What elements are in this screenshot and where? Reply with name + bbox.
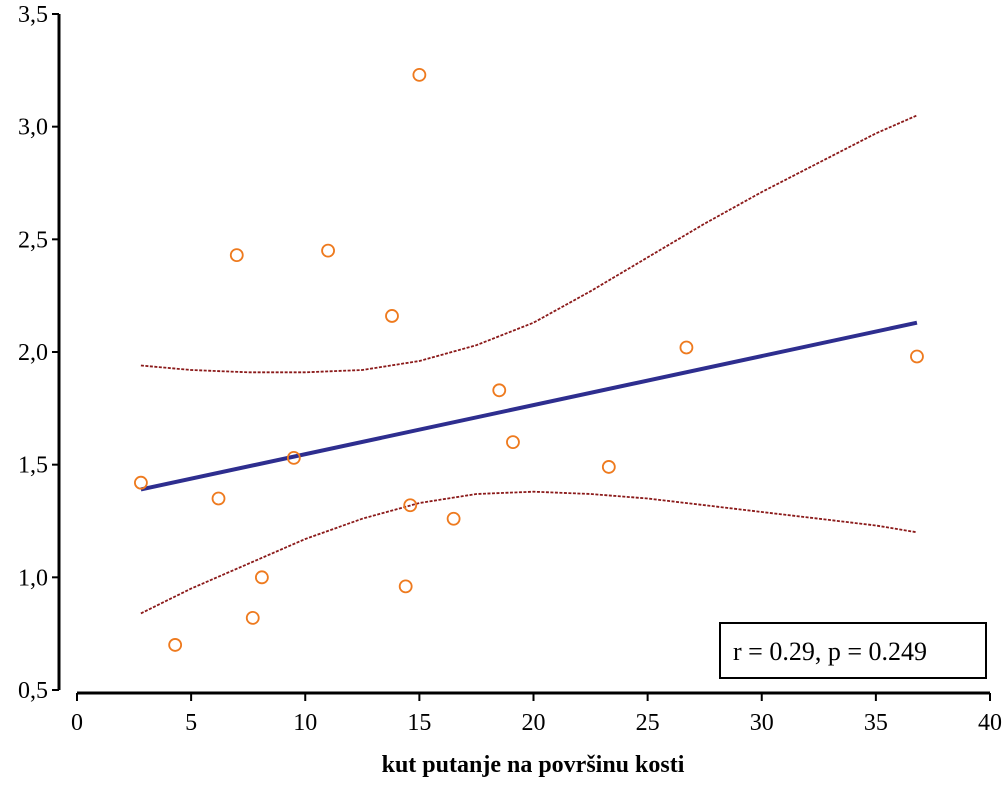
y-tick-label: 3,0 — [18, 115, 48, 141]
data-point — [910, 349, 924, 364]
data-point — [492, 383, 507, 398]
data-point — [321, 243, 335, 258]
data-point — [168, 638, 183, 652]
x-tick-label: 0 — [71, 710, 83, 736]
x-tick-label: 35 — [864, 710, 888, 736]
x-tick-label: 30 — [750, 710, 774, 736]
x-tick-label: 25 — [636, 710, 660, 736]
data-point — [506, 435, 520, 450]
data-point — [412, 67, 427, 82]
ci-lower-line — [140, 490, 918, 615]
axes: 0,5 1,0 1,5 2,0 2,5 3,0 3,5 0 5 10 15 20 25 30 35 40 — [18, 2, 1002, 736]
data-point — [403, 498, 418, 513]
data-point — [398, 579, 413, 594]
data-point — [229, 248, 244, 263]
data-point — [245, 610, 260, 625]
data-point — [254, 570, 269, 585]
y-tick-label: 0,5 — [18, 678, 48, 704]
y-tick-label: 2,0 — [18, 340, 48, 366]
y-tick-label: 2,5 — [18, 227, 48, 253]
regression-line — [140, 320, 918, 492]
data-point — [385, 309, 399, 323]
y-tick-label: 1,5 — [18, 453, 48, 479]
x-axis-title: kut putanje na površinu kosti — [382, 752, 685, 778]
ci-upper-line — [140, 114, 918, 374]
data-point — [134, 475, 148, 490]
y-tick-label: 1,0 — [18, 565, 48, 591]
x-tick-label: 15 — [407, 710, 431, 736]
data-point — [601, 460, 616, 474]
data-point — [211, 491, 226, 506]
x-tick-label: 5 — [185, 710, 197, 736]
stats-annotation: r = 0.29, p = 0.249 — [719, 622, 987, 679]
x-tick-label: 40 — [978, 710, 1002, 736]
data-point — [286, 451, 301, 465]
x-tick-label: 10 — [293, 710, 317, 736]
x-tick-label: 20 — [522, 710, 546, 736]
data-point — [679, 340, 694, 355]
plot-area — [134, 67, 924, 652]
stats-annotation-text: r = 0.29, p = 0.249 — [733, 637, 927, 666]
y-tick-label: 3,5 — [18, 2, 48, 28]
data-point — [446, 511, 461, 526]
stats-annotation-box — [719, 622, 987, 679]
